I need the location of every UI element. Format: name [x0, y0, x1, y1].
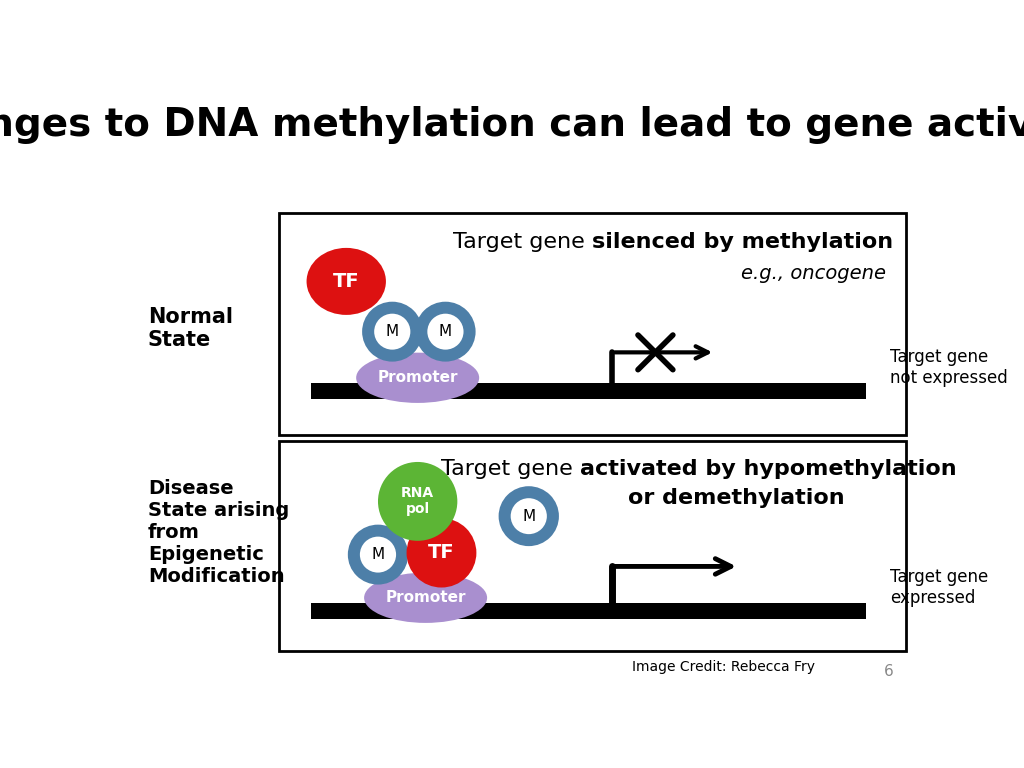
Text: Changes to DNA methylation can lead to gene activation: Changes to DNA methylation can lead to g…: [0, 106, 1024, 144]
FancyBboxPatch shape: [279, 441, 905, 651]
Ellipse shape: [378, 462, 458, 541]
Ellipse shape: [427, 313, 464, 349]
Ellipse shape: [348, 525, 409, 584]
Text: M: M: [386, 324, 398, 339]
Ellipse shape: [365, 573, 487, 623]
Text: or demethylation: or demethylation: [628, 488, 845, 508]
Text: TF: TF: [333, 272, 359, 291]
Text: TF: TF: [428, 543, 455, 562]
Text: Target gene: Target gene: [454, 232, 592, 253]
Ellipse shape: [306, 248, 386, 315]
Ellipse shape: [362, 302, 423, 362]
Text: Promoter: Promoter: [378, 370, 458, 386]
Ellipse shape: [374, 313, 411, 349]
Text: e.g., oncogene: e.g., oncogene: [741, 263, 886, 283]
Text: Target gene
expressed: Target gene expressed: [890, 568, 988, 607]
Ellipse shape: [499, 486, 559, 546]
Text: M: M: [522, 508, 536, 524]
Ellipse shape: [359, 537, 396, 573]
Text: Image Credit: Rebecca Fry: Image Credit: Rebecca Fry: [632, 660, 815, 674]
Ellipse shape: [511, 498, 547, 534]
Text: M: M: [439, 324, 452, 339]
Ellipse shape: [356, 353, 479, 403]
Text: M: M: [372, 547, 385, 562]
FancyBboxPatch shape: [310, 603, 866, 619]
Text: silenced by methylation: silenced by methylation: [592, 232, 893, 253]
FancyBboxPatch shape: [310, 382, 866, 399]
Text: activated by hypomethylation: activated by hypomethylation: [580, 458, 956, 478]
Text: Target gene
not expressed: Target gene not expressed: [890, 348, 1008, 386]
Ellipse shape: [407, 518, 476, 588]
Ellipse shape: [416, 302, 475, 362]
Text: RNA
pol: RNA pol: [401, 486, 434, 517]
Text: Disease
State arising
from
Epigenetic
Modification: Disease State arising from Epigenetic Mo…: [147, 479, 289, 586]
FancyBboxPatch shape: [279, 214, 905, 435]
Text: Normal
State: Normal State: [147, 307, 232, 350]
Text: Target gene: Target gene: [441, 458, 580, 478]
Text: 6: 6: [884, 664, 894, 679]
Text: Promoter: Promoter: [385, 591, 466, 605]
